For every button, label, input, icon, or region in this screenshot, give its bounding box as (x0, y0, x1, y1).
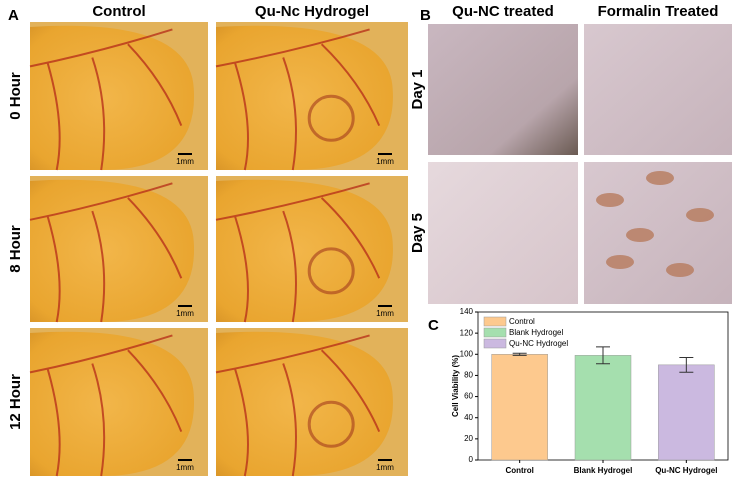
egg-membrane (30, 179, 195, 322)
y-tick-label: 0 (469, 455, 474, 464)
scale-label: 1mm (176, 157, 194, 166)
implant (307, 400, 355, 448)
error-bar (596, 346, 610, 365)
photo (584, 24, 732, 155)
vessel (215, 334, 381, 477)
scale-label: 1mm (376, 157, 394, 166)
x-tick-label: Blank Hydrogel (574, 466, 633, 475)
scale-label: 1mm (176, 309, 194, 318)
row-label: 12 Hour (7, 374, 24, 430)
column-header: Qu-NC treated (452, 3, 554, 20)
legend-swatch (483, 338, 507, 349)
lesion (596, 193, 624, 207)
panel-label: B (420, 7, 431, 24)
vessel (215, 28, 381, 171)
implant (307, 247, 355, 295)
lesion (606, 255, 634, 269)
x-tick-label: Control (505, 466, 533, 475)
photo (584, 162, 732, 304)
egg-membrane (30, 331, 195, 476)
y-tick-label: 140 (460, 307, 474, 316)
legend-swatch (483, 316, 507, 327)
lesion (646, 171, 674, 185)
row-label: Day 1 (409, 69, 426, 109)
egg-membrane (216, 331, 393, 476)
row-label: 8 Hour (7, 225, 24, 273)
row-label: 0 Hour (7, 72, 24, 120)
egg-membrane (216, 25, 393, 171)
x-tick-label: Qu-NC Hydrogel (655, 466, 717, 475)
error-bar (679, 356, 694, 373)
panel-label: C (428, 317, 439, 334)
lesion (626, 228, 654, 242)
lesion (666, 263, 694, 277)
vessel (29, 182, 183, 323)
column-header: Formalin Treated (598, 3, 719, 20)
panel-label: A (8, 7, 19, 24)
y-tick-label: 20 (464, 434, 473, 443)
vessel (29, 28, 183, 171)
implant (307, 94, 355, 142)
column-header: Qu-Nc Hydrogel (255, 3, 369, 20)
vessel (29, 334, 183, 477)
legend-label: Qu-NC Hydrogel (509, 339, 568, 348)
bar (658, 364, 715, 461)
bar (574, 355, 632, 461)
y-axis-label: Cell Viability (%) (451, 355, 460, 417)
legend-label: Blank Hydrogel (509, 328, 563, 337)
bar (491, 354, 548, 461)
photo (428, 24, 578, 155)
y-tick-label: 120 (460, 328, 474, 337)
legend-label: Control (509, 317, 535, 326)
legend-swatch (483, 327, 507, 338)
error-bar (512, 352, 527, 356)
y-tick-label: 80 (464, 371, 473, 380)
y-tick-label: 60 (464, 392, 473, 401)
egg-membrane (30, 25, 195, 171)
y-tick-label: 100 (460, 349, 474, 358)
scale-label: 1mm (176, 463, 194, 472)
scale-label: 1mm (376, 463, 394, 472)
vessel (215, 182, 381, 323)
photo (428, 162, 578, 304)
column-header: Control (92, 3, 145, 20)
row-label: Day 5 (409, 213, 426, 253)
scale-label: 1mm (376, 309, 394, 318)
y-tick-label: 40 (464, 413, 473, 422)
lesion (686, 208, 714, 222)
